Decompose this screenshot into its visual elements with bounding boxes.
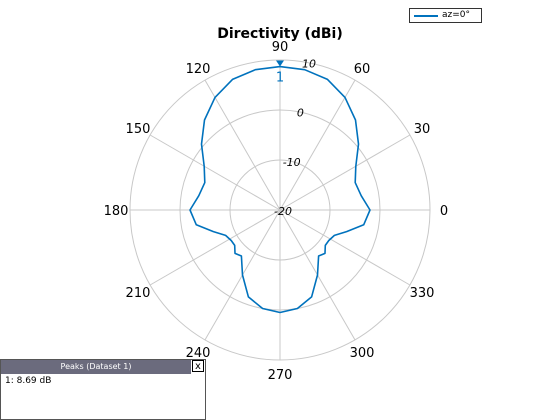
radial-tick-labels: -20 -10 0 10 (274, 57, 316, 218)
peak-marker-triangle (276, 60, 284, 67)
angle-tick-240: 240 (186, 346, 211, 361)
angle-tick-180: 180 (104, 204, 129, 219)
chart-title: Directivity (dBi) (217, 26, 343, 42)
angle-tick-60: 60 (354, 62, 371, 77)
spoke-210 (149, 209, 281, 286)
close-button[interactable]: x (192, 360, 204, 372)
angle-tick-0: 0 (440, 204, 448, 219)
radial-tick--20: -20 (274, 205, 292, 218)
spoke-120 (204, 79, 281, 211)
spoke-150 (149, 134, 281, 211)
peak-row-1: 1: 8.69 dB (5, 376, 52, 386)
angle-tick-270: 270 (268, 368, 293, 383)
peak-marker[interactable]: 1 (276, 60, 284, 86)
radial-tick--10: -10 (283, 156, 301, 169)
legend-label-az0: az=0° (442, 10, 471, 20)
peaks-titlebar[interactable]: Peaks (Dataset 1) (1, 360, 191, 374)
series-layer (189, 65, 371, 314)
series-line-0 (189, 65, 371, 314)
peaks-panel: Peaks (Dataset 1) x 1: 8.69 dB (0, 359, 206, 420)
peaks-title: Peaks (Dataset 1) (60, 362, 132, 371)
radial-tick-10: 10 (302, 57, 316, 70)
angle-tick-330: 330 (410, 286, 435, 301)
angle-tick-150: 150 (126, 122, 151, 137)
spoke-30 (279, 134, 411, 211)
angle-tick-300: 300 (350, 346, 375, 361)
peak-marker-label: 1 (276, 71, 284, 86)
legend[interactable]: az=0° (409, 8, 482, 23)
angle-tick-90: 90 (272, 40, 289, 55)
legend-swatch (414, 15, 438, 17)
angle-tick-30: 30 (414, 122, 431, 137)
spoke-330 (279, 209, 411, 286)
angle-tick-labels: 0 30 60 90 120 150 180 210 240 270 300 330 (104, 40, 449, 383)
radial-tick-0: 0 (297, 107, 304, 120)
polar-grid (129, 59, 431, 361)
spoke-60 (279, 79, 356, 211)
angle-tick-120: 120 (186, 62, 211, 77)
angle-tick-210: 210 (126, 286, 151, 301)
